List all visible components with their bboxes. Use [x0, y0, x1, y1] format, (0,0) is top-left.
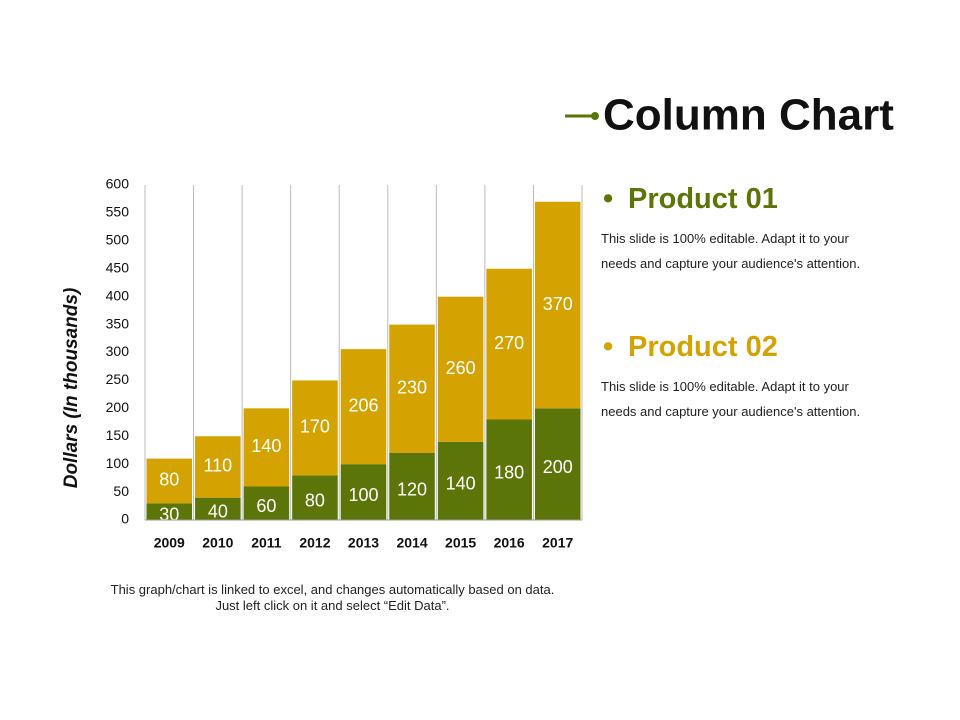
data-label: 270	[494, 333, 524, 353]
data-label: 370	[543, 294, 573, 314]
data-label: 120	[397, 479, 427, 499]
bar-segment	[340, 464, 387, 520]
bar-segment	[195, 497, 241, 520]
data-label: 30	[159, 504, 179, 524]
data-label: 206	[348, 395, 378, 415]
data-label: 100	[348, 485, 378, 505]
chart-title: Column Chart	[603, 91, 894, 140]
y-tick-label: 450	[106, 259, 130, 275]
bar-segment	[389, 453, 435, 520]
bar-segment	[437, 296, 484, 442]
bar-segment	[486, 419, 532, 520]
data-label: 180	[494, 463, 524, 483]
description: This slide is 100% editable. Adapt it to…	[601, 379, 861, 419]
data-label: 170	[300, 417, 330, 437]
y-tick-label: 550	[106, 204, 130, 220]
y-tick-label: 50	[113, 483, 129, 499]
bar-segment	[146, 503, 193, 520]
bar-segment	[292, 380, 338, 476]
y-tick-label: 250	[106, 371, 130, 387]
y-tick-label: 200	[106, 399, 130, 415]
x-tick-label: 2009	[154, 535, 185, 551]
footnote: This graph/chart is linked to excel, and…	[110, 582, 555, 613]
x-tick-label: 2013	[348, 535, 379, 551]
bar-segment	[243, 408, 290, 487]
legend-entry: Product 02	[628, 331, 778, 363]
bar-segment	[534, 408, 581, 520]
description: This slide is 100% editable. Adapt it to…	[601, 231, 861, 271]
bar-segment	[389, 324, 435, 453]
y-tick-label: 300	[106, 343, 130, 359]
legend-entry: Product 01	[628, 183, 778, 215]
bar-segment	[146, 458, 193, 504]
x-tick-label: 2016	[494, 535, 525, 551]
data-label: 60	[256, 496, 276, 516]
bar-segment	[534, 201, 581, 409]
title-icon-dot	[591, 112, 599, 120]
x-tick-label: 2017	[542, 535, 573, 551]
bar-segment	[195, 436, 241, 498]
legend-bullet: •	[603, 331, 614, 363]
bar-segment	[292, 475, 338, 520]
x-tick-label: 2015	[445, 535, 476, 551]
y-tick-label: 400	[106, 287, 130, 303]
data-label: 80	[159, 470, 179, 490]
y-tick-label: 500	[106, 232, 130, 248]
bar-segment	[243, 486, 290, 520]
y-tick-label: 350	[106, 315, 130, 331]
data-label: 80	[305, 490, 325, 510]
data-label: 260	[446, 358, 476, 378]
x-tick-label: 2010	[202, 535, 233, 551]
y-tick-label: 0	[121, 511, 129, 527]
x-tick-label: 2011	[251, 535, 282, 551]
data-label: 110	[203, 456, 232, 476]
y-tick-label: 100	[106, 455, 130, 471]
data-label: 140	[251, 436, 281, 456]
data-label: 40	[208, 502, 228, 522]
data-label: 230	[397, 378, 427, 398]
data-label: 200	[543, 457, 573, 477]
bar-segment	[340, 349, 387, 465]
data-label: 140	[446, 474, 476, 494]
x-tick-label: 2012	[299, 535, 330, 551]
y-tick-label: 150	[106, 427, 130, 443]
x-tick-label: 2014	[396, 535, 427, 551]
bar-segment	[486, 268, 532, 420]
legend-bullet: •	[603, 183, 614, 215]
y-axis-label: Dollars (In thousands)	[61, 288, 82, 489]
y-tick-label: 600	[106, 176, 130, 192]
bar-segment	[437, 441, 484, 520]
